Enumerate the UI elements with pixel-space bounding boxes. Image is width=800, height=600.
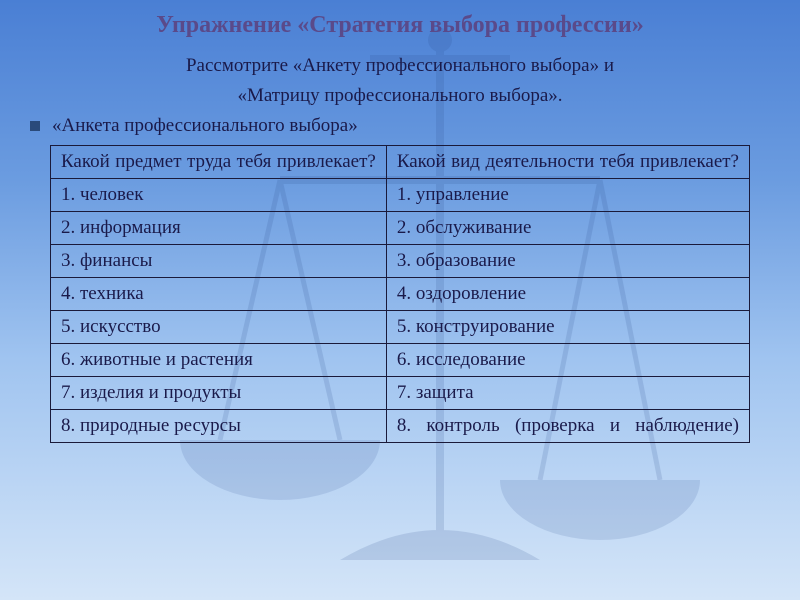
table-row: 1. человек 1. управление (51, 179, 750, 212)
slide-title: Упражнение «Стратегия выбора профессии» (50, 12, 750, 39)
cell-right: 1. управление (386, 179, 749, 212)
cell-left: 3. финансы (51, 245, 387, 278)
table-row: 4. техника 4. оздоровление (51, 278, 750, 311)
cell-left: 6. животные и растения (51, 344, 387, 377)
bullet-square-icon (30, 121, 40, 131)
cell-left: 2. информация (51, 212, 387, 245)
table-row: 5. искусство 5. конструирование (51, 311, 750, 344)
table-row: 6. животные и растения 6. исследование (51, 344, 750, 377)
subtitle-line-2: «Матрицу профессионального выбора». (50, 85, 750, 107)
cell-right: 8. контроль (проверка и наблюдение) (386, 410, 749, 443)
bullet-item: «Анкета профессионального выбора» (30, 115, 750, 137)
bullet-text: «Анкета профессионального выбора» (52, 115, 358, 137)
cell-right: 4. оздоровление (386, 278, 749, 311)
cell-left: 5. искусство (51, 311, 387, 344)
table-row: 3. финансы 3. образование (51, 245, 750, 278)
header-cell-right: Какой вид деятельности тебя привлекает? (386, 146, 749, 179)
table-row: 2. информация 2. обслуживание (51, 212, 750, 245)
table-header-row: Какой предмет труда тебя привлекает? Как… (51, 146, 750, 179)
cell-right: 2. обслуживание (386, 212, 749, 245)
subtitle-line-1: Рассмотрите «Анкету профессионального вы… (50, 55, 750, 77)
questionnaire-table: Какой предмет труда тебя привлекает? Как… (50, 145, 750, 443)
cell-right: 6. исследование (386, 344, 749, 377)
table-row: 7. изделия и продукты 7. защита (51, 377, 750, 410)
table-row: 8. природные ресурсы 8. контроль (провер… (51, 410, 750, 443)
slide-content: Упражнение «Стратегия выбора профессии» … (0, 0, 800, 463)
cell-left: 7. изделия и продукты (51, 377, 387, 410)
cell-right: 5. конструирование (386, 311, 749, 344)
header-cell-left: Какой предмет труда тебя привлекает? (51, 146, 387, 179)
cell-right: 3. образование (386, 245, 749, 278)
cell-left: 1. человек (51, 179, 387, 212)
cell-right: 7. защита (386, 377, 749, 410)
cell-left: 8. природные ресурсы (51, 410, 387, 443)
cell-left: 4. техника (51, 278, 387, 311)
